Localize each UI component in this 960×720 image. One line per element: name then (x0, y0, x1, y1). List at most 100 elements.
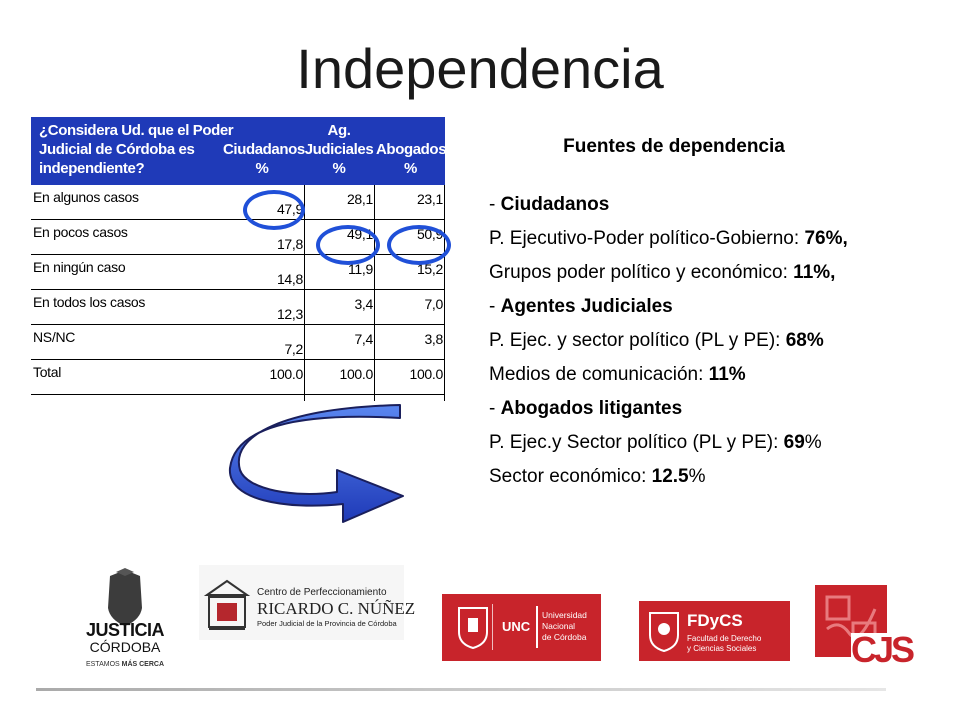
fdycs-abbr: FDyCS (687, 611, 743, 630)
crest-icon (649, 612, 679, 653)
column-header-ciudadanos: Ciudadanos % (223, 121, 305, 178)
table-row: En pocos casos 17,8 49,1 50,9 (31, 220, 445, 255)
source-line: P. Ejec.y Sector político (PL y PE): 69% (489, 426, 959, 460)
column-header-line (223, 121, 301, 140)
source-line: P. Ejec. y sector político (PL y PE): 68… (489, 324, 959, 358)
fdycs-name-line: y Ciencias Sociales (687, 644, 757, 653)
highlight-ellipse (387, 225, 451, 265)
bullet-dash: - (489, 296, 501, 317)
column-divider (374, 185, 375, 401)
unc-name-line: Nacional (542, 621, 576, 631)
cell-value: 7,2 (284, 341, 303, 357)
slide-title: Independencia (296, 37, 664, 100)
source-suffix: % (804, 432, 822, 453)
shield-icon (108, 568, 142, 626)
cell-value: 12,3 (276, 306, 303, 322)
source-value: 11% (708, 364, 746, 385)
cell-value: 7,4 (354, 331, 373, 347)
unc-name-line: de Córdoba (542, 632, 587, 642)
source-line: Grupos poder político y económico: 11%, (489, 256, 959, 290)
category-label: Abogados litigantes (500, 398, 683, 419)
cjs-abbr: CJS (851, 629, 915, 670)
cell-value: 3,8 (424, 331, 443, 347)
source-text: Medios de comunicación: (489, 364, 709, 385)
cell-value: 14,8 (276, 271, 303, 287)
row-label: NS/NC (33, 329, 76, 345)
table-question: ¿Considera Ud. que el Poder Judicial de … (39, 121, 249, 178)
source-text: Grupos poder político y económico: (489, 262, 794, 283)
footer-divider (36, 688, 886, 691)
bullet-dash: - (489, 194, 501, 215)
justicia-cordoba-logo: JUSTICIA CÓRDOBA ESTAMOS MÁS CERCA (70, 568, 180, 673)
source-value: 68% (785, 330, 824, 351)
table-row: NS/NC 7,2 7,4 3,8 (31, 325, 445, 360)
highlight-ellipse (243, 190, 305, 230)
building-icon (203, 579, 251, 630)
table-row: Total 100.0 100.0 100.0 (31, 360, 445, 395)
unc-abbr: UNC (502, 619, 531, 634)
column-header-abogados: Abogados % (376, 121, 447, 178)
category-ciudadanos: - Ciudadanos (489, 188, 959, 222)
source-line: Sector económico: 12.5% (489, 460, 959, 494)
cell-value: 100.0 (339, 366, 373, 382)
fdycs-name: Facultad de Derecho y Ciencias Sociales (687, 634, 761, 654)
table-row: En algunos casos 47,9 28,1 23,1 (31, 185, 445, 220)
source-text: P. Ejecutivo-Poder político-Gobierno: (489, 228, 805, 249)
column-header-line: Ciudadanos (223, 141, 305, 158)
column-header-line: % (255, 160, 269, 177)
column-header-line: Judiciales (304, 141, 374, 158)
centro-line2: RICARDO C. NÚÑEZ (257, 599, 416, 618)
source-text: P. Ejec.y Sector político (PL y PE): (489, 432, 784, 453)
dependency-sources: Fuentes de dependencia - Ciudadanos P. E… (489, 130, 959, 494)
cell-value: 7,0 (424, 296, 443, 312)
crest-icon (458, 607, 488, 650)
cell-value: 23,1 (416, 191, 443, 207)
column-header-judiciales: Ag. Judiciales % (303, 121, 375, 178)
column-divider (304, 185, 305, 401)
cell-value: 11,9 (347, 261, 373, 277)
justicia-tagline: ESTAMOS MÁS CERCA (70, 661, 180, 668)
source-line: Medios de comunicación: 11% (489, 358, 959, 392)
column-header-line: Abogados (376, 141, 447, 158)
curved-arrow-icon (228, 404, 404, 523)
table-header: ¿Considera Ud. que el Poder Judicial de … (31, 117, 447, 185)
row-label: En pocos casos (33, 224, 128, 240)
cell-value: 100.0 (409, 366, 443, 382)
source-line: P. Ejecutivo-Poder político-Gobierno: 76… (489, 222, 959, 256)
centro-line1: Centro de Perfeccionamiento (257, 587, 387, 598)
fdycs-logo: FDyCS Facultad de Derecho y Ciencias Soc… (639, 601, 790, 661)
question-line: ¿Considera Ud. que el Poder (39, 122, 234, 139)
question-line: Judicial de Córdoba es (39, 141, 195, 158)
centro-perfeccionamiento-logo: Centro de Perfeccionamiento RICARDO C. N… (199, 565, 415, 640)
row-label: Total (33, 364, 62, 380)
unc-logo: UNC Universidad Nacional de Córdoba (442, 594, 601, 661)
centro-line3: Poder Judicial de la Provincia de Córdob… (257, 619, 397, 628)
unc-name: Universidad Nacional de Córdoba (542, 610, 587, 643)
cjs-logo: CJS (815, 585, 915, 680)
cell-value: 100.0 (269, 366, 303, 382)
category-abogados-litigantes: - Abogados litigantes (489, 392, 959, 426)
unc-name-line: Universidad (542, 610, 587, 620)
justicia-line2: CÓRDOBA (89, 639, 161, 655)
justicia-line1: JUSTICIA (85, 620, 165, 640)
source-text: P. Ejec. y sector político (PL y PE): (489, 330, 786, 351)
source-value: 76%, (804, 228, 848, 249)
tagline-text: ESTAMOS (85, 661, 122, 668)
highlight-ellipse (316, 225, 380, 265)
table-row: En todos los casos 12,3 3,4 7,0 (31, 290, 445, 325)
cell-value: 3,4 (354, 296, 373, 312)
row-label: En algunos casos (33, 189, 139, 205)
survey-table: ¿Considera Ud. que el Poder Judicial de … (31, 117, 447, 401)
cell-value: 28,1 (346, 191, 373, 207)
source-value: 11%, (793, 262, 836, 283)
column-header-line: % (404, 160, 417, 177)
column-header-line: Ag. (327, 122, 351, 139)
table-body: En algunos casos 47,9 28,1 23,1 En pocos… (31, 185, 445, 395)
cell-value: 15,2 (416, 261, 443, 277)
source-value: 69 (783, 432, 805, 453)
row-label: En todos los casos (33, 294, 146, 310)
cell-value: 17,8 (276, 236, 303, 252)
source-suffix: % (688, 466, 706, 487)
column-header-line (376, 121, 445, 140)
question-line: independiente? (39, 160, 145, 177)
